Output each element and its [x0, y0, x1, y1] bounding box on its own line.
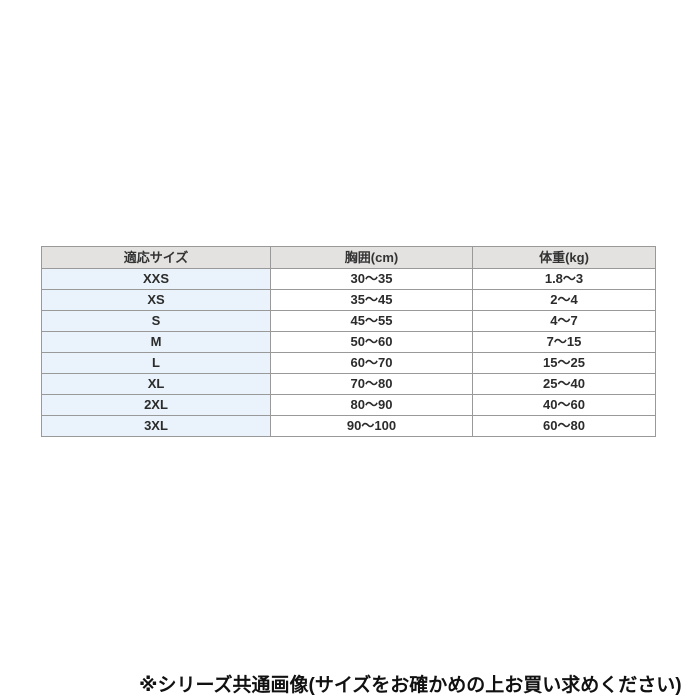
weight-cell: 15〜25	[472, 352, 656, 374]
chest-cell: 35〜45	[270, 289, 473, 311]
weight-cell: 7〜15	[472, 331, 656, 353]
table-row: XXS 30〜35 1.8〜3	[41, 268, 656, 290]
chest-cell: 45〜55	[270, 310, 473, 332]
table-row: S 45〜55 4〜7	[41, 310, 656, 332]
chest-cell: 90〜100	[270, 415, 473, 437]
size-cell: L	[41, 352, 271, 374]
header-size: 適応サイズ	[41, 246, 271, 269]
chest-cell: 50〜60	[270, 331, 473, 353]
header-chest: 胸囲(cm)	[270, 246, 473, 269]
table-row: M 50〜60 7〜15	[41, 331, 656, 353]
table-row: 2XL 80〜90 40〜60	[41, 394, 656, 416]
chest-cell: 30〜35	[270, 268, 473, 290]
chest-cell: 60〜70	[270, 352, 473, 374]
table-row: L 60〜70 15〜25	[41, 352, 656, 374]
chest-cell: 70〜80	[270, 373, 473, 395]
weight-cell: 2〜4	[472, 289, 656, 311]
header-weight: 体重(kg)	[472, 246, 656, 269]
size-cell: XS	[41, 289, 271, 311]
table-row: XL 70〜80 25〜40	[41, 373, 656, 395]
size-cell: M	[41, 331, 271, 353]
header-row: 適応サイズ 胸囲(cm) 体重(kg)	[41, 246, 656, 269]
weight-cell: 60〜80	[472, 415, 656, 437]
size-cell: S	[41, 310, 271, 332]
size-cell: XL	[41, 373, 271, 395]
size-cell: 2XL	[41, 394, 271, 416]
weight-cell: 1.8〜3	[472, 268, 656, 290]
size-chart: 適応サイズ 胸囲(cm) 体重(kg) XXS 30〜35 1.8〜3 XS 3…	[41, 246, 656, 437]
table-row: 3XL 90〜100 60〜80	[41, 415, 656, 437]
table-row: XS 35〜45 2〜4	[41, 289, 656, 311]
size-cell: 3XL	[41, 415, 271, 437]
weight-cell: 25〜40	[472, 373, 656, 395]
weight-cell: 4〜7	[472, 310, 656, 332]
size-cell: XXS	[41, 268, 271, 290]
series-common-image-footnote: ※シリーズ共通画像(サイズをお確かめの上お買い求めください)	[139, 675, 682, 696]
weight-cell: 40〜60	[472, 394, 656, 416]
chest-cell: 80〜90	[270, 394, 473, 416]
size-table: 適応サイズ 胸囲(cm) 体重(kg) XXS 30〜35 1.8〜3 XS 3…	[41, 246, 656, 437]
